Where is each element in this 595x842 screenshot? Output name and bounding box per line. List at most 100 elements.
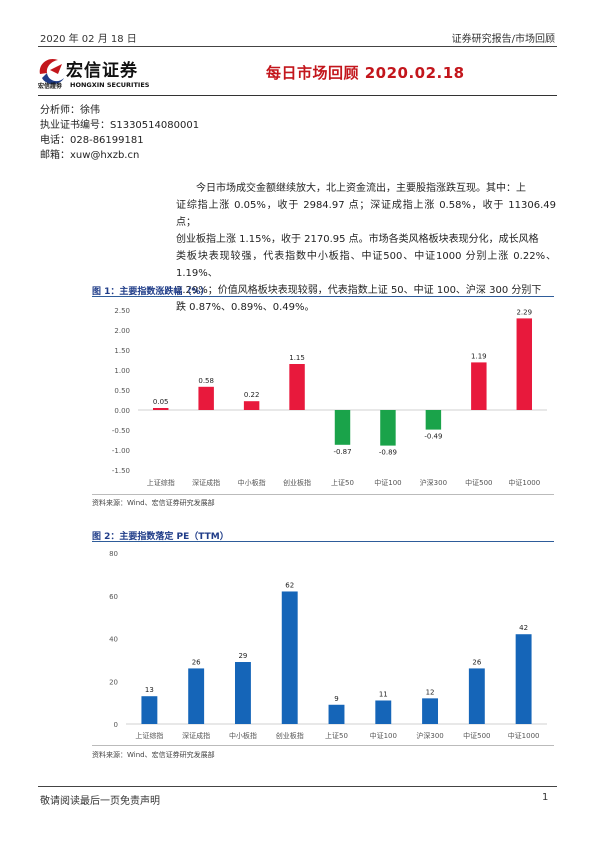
data-label: -0.49 bbox=[424, 433, 442, 441]
analyst-email: 邮箱：xuw@hxzb.cn bbox=[40, 150, 140, 161]
y-tick-label: 60 bbox=[109, 593, 118, 601]
bar bbox=[375, 700, 392, 724]
analyst-license: 执业证书编号：S1330514080001 bbox=[40, 120, 200, 131]
report-category: 证券研究报告/市场回顾 bbox=[451, 34, 555, 45]
bar bbox=[198, 386, 214, 410]
data-label: 13 bbox=[145, 686, 154, 694]
data-label: 26 bbox=[472, 658, 481, 666]
figure1-title-rule bbox=[92, 296, 554, 297]
data-label: -0.87 bbox=[333, 448, 351, 456]
bar bbox=[516, 318, 533, 410]
data-label: 2.29 bbox=[516, 308, 532, 316]
figure2-title: 图 2：主要指数落定 PE（TTM） bbox=[92, 532, 229, 542]
y-tick-label: 0 bbox=[114, 721, 118, 729]
data-label: -0.89 bbox=[379, 449, 397, 457]
x-tick-label: 中证100 bbox=[370, 731, 397, 740]
x-tick-label: 沪深300 bbox=[416, 731, 443, 740]
data-label: 42 bbox=[519, 624, 528, 632]
data-label: 0.05 bbox=[153, 398, 169, 406]
y-tick-label: 1.00 bbox=[114, 367, 130, 375]
bar bbox=[152, 408, 169, 410]
summary-line: 2.29%；价值风格板块表现较弱，代表指数上证 50、中证 100、沪深 300… bbox=[176, 285, 542, 296]
bar bbox=[328, 704, 345, 724]
analyst-name: 分析师：徐伟 bbox=[40, 105, 100, 116]
y-tick-label: 0.00 bbox=[114, 407, 130, 415]
figure2-bottom-rule bbox=[92, 745, 554, 746]
x-tick-label: 中证100 bbox=[374, 478, 401, 487]
x-tick-label: 深证成指 bbox=[192, 478, 220, 487]
data-label: 12 bbox=[426, 688, 435, 696]
summary-line: 证综指上涨 0.05%，收于 2984.97 点；深证成指上涨 0.58%，收于… bbox=[176, 200, 556, 228]
bar bbox=[281, 591, 298, 724]
y-tick-label: -1.00 bbox=[112, 447, 130, 455]
chart-index-change: 2.50 2.00 1.50 1.00 0.50 0.00 -0.50 -1.00 -1.50 0… bbox=[112, 307, 547, 487]
x-tick-label: 上证50 bbox=[325, 731, 348, 740]
data-label: 29 bbox=[238, 652, 247, 660]
figure1-source: 资料来源：Wind、宏信证券研究发展部 bbox=[92, 499, 215, 507]
data-label: 0.58 bbox=[198, 377, 214, 385]
data-label: 11 bbox=[379, 690, 388, 698]
figure2-title-rule bbox=[92, 541, 554, 542]
x-tick-label: 中小板指 bbox=[229, 731, 257, 740]
figure1-title: 图 1：主要指数涨跌幅（%） bbox=[92, 287, 210, 297]
analyst-info: 分析师：徐伟 执业证书编号：S1330514080001 电话：028-8619… bbox=[40, 103, 199, 163]
x-tick-label: 上证50 bbox=[331, 478, 354, 487]
page-number: 1 bbox=[542, 792, 549, 803]
x-tick-label: 中证1000 bbox=[508, 731, 540, 740]
y-tick-label: 80 bbox=[109, 550, 118, 558]
x-tick-label: 上证综指 bbox=[135, 731, 163, 740]
bar bbox=[425, 410, 442, 430]
x-tick-label: 创业板指 bbox=[283, 478, 311, 487]
x-tick-label: 中小板指 bbox=[238, 478, 266, 487]
data-label: 9 bbox=[334, 695, 338, 703]
x-tick-label: 中证500 bbox=[465, 478, 492, 487]
bar bbox=[141, 696, 158, 724]
y-tick-label: -1.50 bbox=[112, 467, 130, 475]
figure2-source: 资料来源：Wind、宏信证券研究发展部 bbox=[92, 751, 215, 759]
x-tick-label: 中证1000 bbox=[508, 478, 540, 487]
bar bbox=[468, 668, 485, 724]
header-rule bbox=[38, 46, 557, 47]
summary-line: 跌 0.87%、0.89%、0.49%。 bbox=[176, 302, 315, 313]
y-tick-label: 40 bbox=[109, 636, 118, 644]
bar bbox=[515, 634, 532, 724]
page-title: 每日市场回顾 2020.02.18 bbox=[266, 64, 465, 82]
x-tick-label: 沪深300 bbox=[420, 478, 447, 487]
logo-emblem-icon bbox=[39, 58, 64, 84]
x-tick-label: 深证成指 bbox=[182, 731, 210, 740]
y-tick-label: 2.50 bbox=[114, 307, 130, 315]
summary-line: 类板块表现较强，代表指数中小板指、中证500、中证1000 分别上涨 0.22%… bbox=[176, 251, 556, 279]
logo-name-small: 宏信證劵 bbox=[38, 83, 63, 90]
footer-rule bbox=[38, 786, 557, 787]
y-tick-label: -0.50 bbox=[112, 427, 130, 435]
bar bbox=[289, 364, 305, 410]
x-tick-label: 中证500 bbox=[463, 731, 490, 740]
company-logo: 宏信证券 宏信證劵 HONGXIN SECURITIES bbox=[36, 52, 166, 92]
y-tick-label: 0.50 bbox=[114, 387, 130, 395]
data-label: 62 bbox=[285, 581, 294, 589]
bar bbox=[234, 662, 251, 724]
bar bbox=[243, 401, 260, 410]
summary-line: 今日市场成交金额继续放大，北上资金流出，主要股指涨跌互现。其中：上 bbox=[196, 183, 526, 194]
bar bbox=[188, 668, 205, 724]
x-tick-label: 创业板指 bbox=[276, 731, 304, 740]
data-label: 26 bbox=[192, 658, 201, 666]
y-tick-label: 1.50 bbox=[114, 347, 130, 355]
y-tick-label: 20 bbox=[109, 678, 118, 686]
bar bbox=[471, 362, 487, 410]
footer-disclaimer: 敬请阅读最后一页免责声明 bbox=[40, 796, 160, 807]
data-label: 1.19 bbox=[471, 352, 487, 360]
logo-name-en: HONGXIN SECURITIES bbox=[70, 81, 150, 89]
report-date: 2020 年 02 月 18 日 bbox=[40, 34, 137, 45]
x-tick-label: 上证综指 bbox=[147, 478, 175, 487]
logo-name-cn: 宏信证券 bbox=[66, 61, 138, 81]
bar bbox=[334, 410, 351, 445]
title-rule bbox=[38, 95, 557, 96]
chart-index-pe: 80 60 40 20 0 13 上证综指 26 深证成指 29 中小板指 62 创业板指 9 上证50 11… bbox=[109, 550, 547, 740]
figure1-bottom-rule bbox=[92, 494, 554, 495]
y-tick-label: 2.00 bbox=[114, 327, 130, 335]
summary-line: 创业板指上涨 1.15%，收于 2170.95 点。市场各类风格板块表现分化，成… bbox=[176, 234, 539, 245]
bar bbox=[422, 698, 439, 724]
bar bbox=[380, 410, 396, 446]
data-label: 0.22 bbox=[244, 391, 260, 399]
